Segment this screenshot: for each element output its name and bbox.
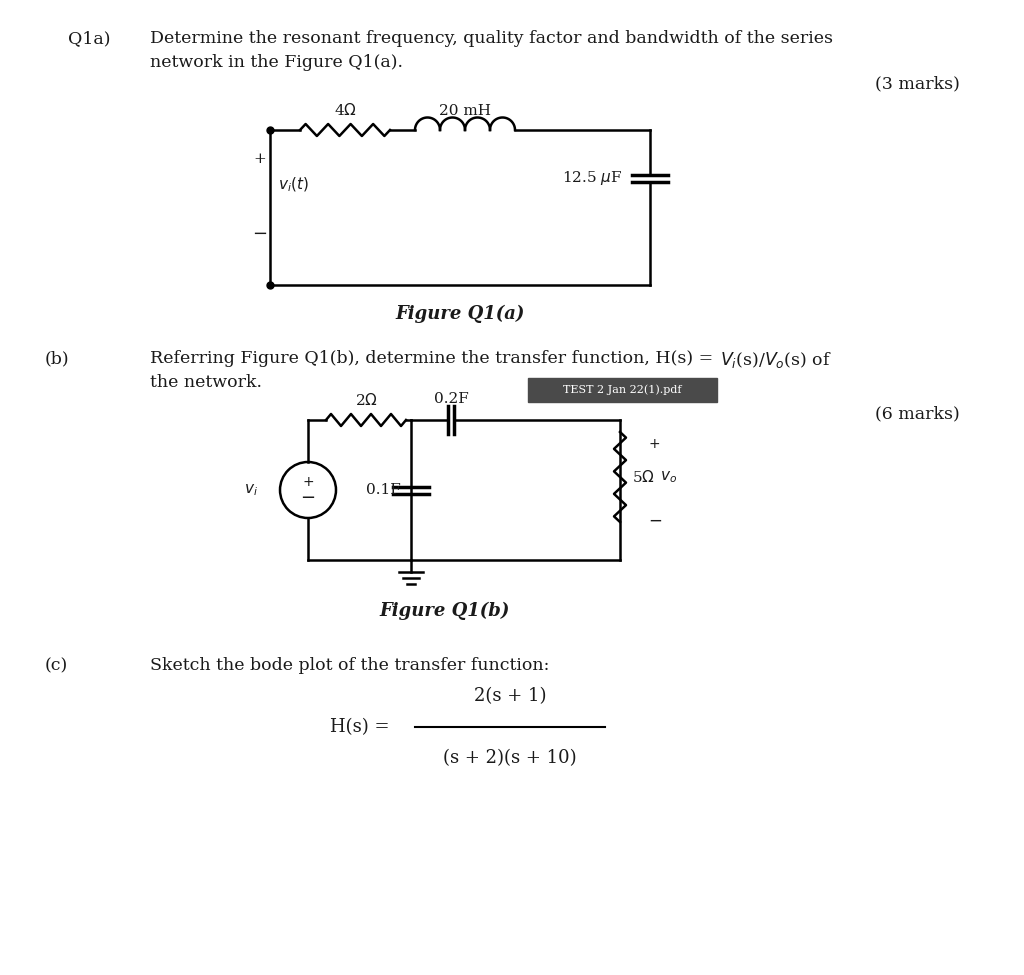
Text: +: + xyxy=(254,152,266,166)
Text: Sketch the bode plot of the transfer function:: Sketch the bode plot of the transfer fun… xyxy=(150,657,549,674)
FancyBboxPatch shape xyxy=(528,378,717,402)
Text: 2(s + 1): 2(s + 1) xyxy=(474,687,546,705)
Text: +: + xyxy=(302,475,313,489)
Text: (6 marks): (6 marks) xyxy=(876,405,961,422)
Text: (3 marks): (3 marks) xyxy=(876,75,961,92)
Text: Q1a): Q1a) xyxy=(68,30,111,47)
Text: $v_o$: $v_o$ xyxy=(660,469,677,485)
Text: 20 mH: 20 mH xyxy=(439,104,490,118)
Text: (b): (b) xyxy=(45,350,70,367)
Text: Figure Q1(b): Figure Q1(b) xyxy=(380,602,510,620)
Text: 0.2F: 0.2F xyxy=(433,392,468,406)
Text: $v_i$: $v_i$ xyxy=(244,483,258,498)
Text: (s + 2)(s + 10): (s + 2)(s + 10) xyxy=(443,749,577,767)
Text: Determine the resonant frequency, quality factor and bandwidth of the series: Determine the resonant frequency, qualit… xyxy=(150,30,833,47)
Text: 4$\Omega$: 4$\Omega$ xyxy=(334,102,356,118)
Text: +: + xyxy=(648,437,659,451)
Text: 5$\Omega$: 5$\Omega$ xyxy=(632,469,654,485)
Text: Referring Figure Q1(b), determine the transfer function, H(s) =: Referring Figure Q1(b), determine the tr… xyxy=(150,350,719,367)
Text: 0.1F: 0.1F xyxy=(367,483,401,497)
Text: Figure Q1(a): Figure Q1(a) xyxy=(395,305,524,324)
Text: TEST 2 Jan 22(1).pdf: TEST 2 Jan 22(1).pdf xyxy=(563,385,682,395)
Text: H(s) =: H(s) = xyxy=(330,718,389,736)
Text: −: − xyxy=(648,512,662,530)
Text: 12.5 $\mu$F: 12.5 $\mu$F xyxy=(561,169,622,187)
Text: network in the Figure Q1(a).: network in the Figure Q1(a). xyxy=(150,54,403,71)
Text: the network.: the network. xyxy=(150,374,262,391)
Text: −: − xyxy=(253,225,267,243)
Text: $V_i$(s)/$V_o$(s) of: $V_i$(s)/$V_o$(s) of xyxy=(720,350,831,370)
Text: $v_i(t)$: $v_i(t)$ xyxy=(278,176,309,194)
Text: (c): (c) xyxy=(45,657,69,674)
Text: −: − xyxy=(300,489,315,507)
Text: 2$\Omega$: 2$\Omega$ xyxy=(354,392,378,408)
